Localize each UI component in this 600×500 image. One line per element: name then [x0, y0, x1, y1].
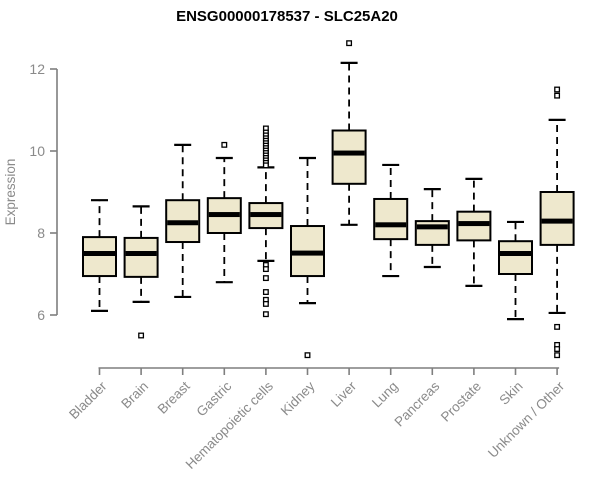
- outlier-point: [262, 311, 269, 318]
- boxplot-liver: [331, 40, 367, 226]
- boxplot-pancreas: [414, 188, 450, 269]
- x-tick-label-liver: Liver: [328, 378, 360, 410]
- median-line: [208, 212, 240, 218]
- iqr-box: [123, 236, 159, 278]
- median-line: [541, 218, 573, 224]
- x-tick-label-bladder: Bladder: [66, 378, 110, 422]
- outlier-point: [262, 275, 269, 282]
- outlier-point: [262, 300, 269, 307]
- median-line: [250, 212, 282, 218]
- outlier-point: [262, 266, 269, 273]
- boxplot-prostate: [456, 177, 492, 287]
- x-tick-label-skin: Skin: [496, 379, 525, 408]
- chart-title: ENSG00000178537 - SLC25A20: [176, 8, 398, 25]
- boxplot-hematopoietic-cells: [248, 125, 284, 318]
- median-line: [292, 250, 323, 256]
- median-line: [167, 220, 199, 226]
- y-tick-label: 8: [37, 225, 45, 241]
- outlier-point: [554, 352, 561, 359]
- x-tick-label-lung: Lung: [369, 379, 401, 411]
- iqr-box: [373, 197, 409, 241]
- outlier-point: [346, 40, 353, 47]
- outlier-point: [554, 323, 561, 330]
- outlier-point: [262, 289, 269, 295]
- x-tick-label-prostate: Prostate: [438, 379, 484, 425]
- median-line: [416, 224, 448, 230]
- x-tick-label-breast: Breast: [155, 378, 193, 416]
- median-line: [333, 150, 365, 156]
- boxplot-kidney: [290, 156, 325, 359]
- boxplot-gastric: [206, 141, 242, 284]
- outlier-point: [554, 346, 561, 352]
- boxplot-skin: [498, 220, 533, 321]
- median-line: [84, 251, 115, 256]
- boxplot-unknown-other: [539, 86, 575, 359]
- y-tick-label: 10: [29, 143, 45, 159]
- boxplot-brain: [123, 205, 159, 339]
- median-line: [125, 251, 157, 256]
- x-tick-label-unknown-other: Unknown / Other: [485, 378, 568, 461]
- median-line: [458, 221, 490, 227]
- iqr-box: [539, 191, 575, 246]
- outlier-point: [554, 92, 561, 99]
- x-tick-label-brain: Brain: [118, 379, 151, 412]
- y-axis-label: Expression: [3, 159, 18, 226]
- y-tick-label: 12: [29, 61, 45, 77]
- outlier-point: [138, 332, 145, 339]
- y-tick-label: 6: [37, 307, 45, 323]
- outlier-point: [262, 162, 269, 169]
- median-line: [375, 222, 407, 228]
- x-tick-label-pancreas: Pancreas: [391, 378, 442, 429]
- outlier-point: [304, 352, 311, 359]
- boxplot-breast: [165, 143, 201, 299]
- x-tick-label-kidney: Kidney: [278, 378, 318, 418]
- iqr-box: [82, 236, 117, 278]
- outlier-point: [554, 86, 561, 93]
- iqr-box: [498, 240, 533, 275]
- median-line: [500, 251, 531, 256]
- iqr-box: [331, 129, 367, 185]
- boxplot-bladder: [82, 199, 117, 312]
- outlier-point: [221, 141, 228, 148]
- boxplot-lung: [373, 163, 409, 278]
- x-tick-label-gastric: Gastric: [194, 378, 235, 419]
